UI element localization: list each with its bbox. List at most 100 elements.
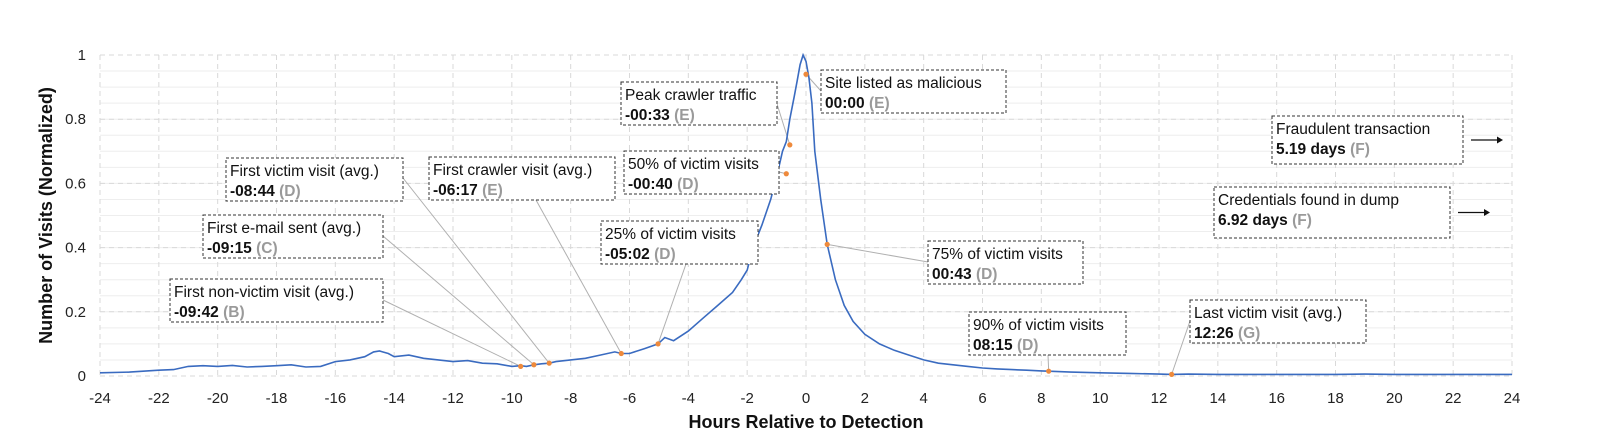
annotation-frame [1271,115,1464,165]
annotation-code: (D) [677,176,699,193]
x-tick-label: 2 [861,390,869,407]
annotation-title: First e-mail sent (avg.) [207,220,361,237]
event-marker [546,360,552,366]
y-tick-label: 0.6 [65,175,86,192]
annotation-time: -00:40 [628,176,677,193]
annotation-box: 50% of victim visits -00:40 (D) [623,150,780,195]
x-axis-title: Hours Relative to Detection [688,412,923,432]
event-marker [1169,371,1175,377]
annotation-title: 75% of victim visits [932,246,1063,263]
annotation-time: 00:43 [932,266,976,283]
annotation-box: Peak crawler traffic -00:33 (E) [620,81,778,126]
annotation-box: Last victim visit (avg.) 12:26 (G) [1189,299,1367,344]
annotation-frame [1189,299,1367,344]
event-marker [655,341,661,347]
event-marker [518,363,524,369]
annotation-code: (F) [1292,212,1312,229]
annotation-code: (E) [869,95,890,112]
x-tick-label: -12 [442,390,464,407]
annotation-title: 50% of victim visits [628,156,759,173]
annotation-box: First non-victim visit (avg.) -09:42 (B) [169,278,384,323]
annotation-code: (C) [256,240,278,257]
annotation-code: (D) [279,183,301,200]
x-tick-label: -8 [564,390,577,407]
annotation-time: 08:15 [973,337,1017,354]
annotation-value: -09:42 (B) [174,304,245,321]
event-marker [531,362,537,368]
arrow-head-icon [1484,209,1490,216]
y-axis-title: Number of Visits (Normalized) [36,87,56,344]
x-tick-label: 6 [978,390,986,407]
annotation-value: 08:15 (D) [973,337,1038,354]
annotation-value: -00:33 (E) [625,107,695,124]
x-tick-label: -10 [501,390,523,407]
annotation-frame [927,240,1084,285]
annotation-title: 25% of victim visits [605,226,736,243]
annotation-frame [820,69,1007,114]
annotation-time: 00:00 [825,95,869,112]
annotation-frame [202,214,384,259]
annotation-frame [225,157,404,202]
annotation-leader [1171,320,1191,375]
annotation-time: -05:02 [605,246,654,263]
annotation-value: 00:00 (E) [825,95,890,112]
annotation-code: (D) [976,266,998,283]
annotation-code: (F) [1350,141,1370,158]
annotation-box: 25% of victim visits -05:02 (D) [600,220,759,265]
annotation-leader [382,299,521,367]
x-tick-label: 20 [1386,390,1403,407]
annotation-box: 75% of victim visits 00:43 (D) [927,240,1084,285]
x-tick-label: -20 [207,390,229,407]
annotation-title: Last victim visit (avg.) [1194,305,1342,322]
annotation-box: 90% of victim visits 08:15 (D) [968,311,1127,356]
event-marker [1046,368,1052,374]
annotation-title: Fraudulent transaction [1276,121,1430,138]
event-marker [824,241,830,247]
annotation-leader [402,177,550,364]
x-tick-label: 10 [1092,390,1109,407]
annotation-title: Site listed as malicious [825,75,982,92]
annotation-title: First non-victim visit (avg.) [174,284,354,301]
annotation-title: First victim visit (avg.) [230,163,379,180]
annotation-title: 90% of victim visits [973,317,1104,334]
x-tick-label: -24 [89,390,111,407]
annotation-time: 5.19 days [1276,141,1350,158]
annotation-frame [620,81,778,126]
annotation-code: (E) [674,107,695,124]
event-marker [618,350,624,357]
x-tick-label: 4 [919,390,927,407]
annotation-value: -05:02 (D) [605,246,676,263]
x-tick-label: -6 [623,390,636,407]
annotation-time: 12:26 [1194,325,1238,342]
y-tick-label: 1 [78,47,86,64]
annotation-code: (D) [654,246,676,263]
annotation-leader [535,199,622,354]
annotation-box: First victim visit (avg.) -08:44 (D) [225,157,404,202]
annotation-leader [776,103,791,146]
annotation-title: Peak crawler traffic [625,87,757,104]
annotation-value: -09:15 (C) [207,240,278,257]
event-markers [518,71,1175,377]
annotation-box: Credentials found in dump 6.92 days (F) [1213,186,1490,239]
annotation-code: (G) [1238,325,1260,342]
annotation-value: 6.92 days (F) [1218,212,1312,229]
annotation-value: -00:40 (D) [628,176,699,193]
y-tick-label: 0.4 [65,240,86,257]
x-tick-label: 22 [1445,390,1462,407]
annotation-box: First e-mail sent (avg.) -09:15 (C) [202,214,384,259]
x-tick-label: -16 [324,390,346,407]
annotation-leaders [382,73,1191,375]
annotation-value: 00:43 (D) [932,266,997,283]
x-tick-label: -2 [740,390,753,407]
annotation-time: -06:17 [433,182,482,199]
annotation-title: Credentials found in dump [1218,192,1399,209]
x-tick-label: 12 [1151,390,1168,407]
x-tick-label: -4 [682,390,695,407]
annotation-leader [827,243,929,263]
x-tick-label: 16 [1268,390,1285,407]
event-marker [783,171,789,177]
annotation-frame [968,311,1127,356]
annotation-frame [169,278,384,323]
annotation-boxes: First non-victim visit (avg.)-09:42 (B)F… [169,69,1503,356]
annotation-frame [1213,186,1451,239]
